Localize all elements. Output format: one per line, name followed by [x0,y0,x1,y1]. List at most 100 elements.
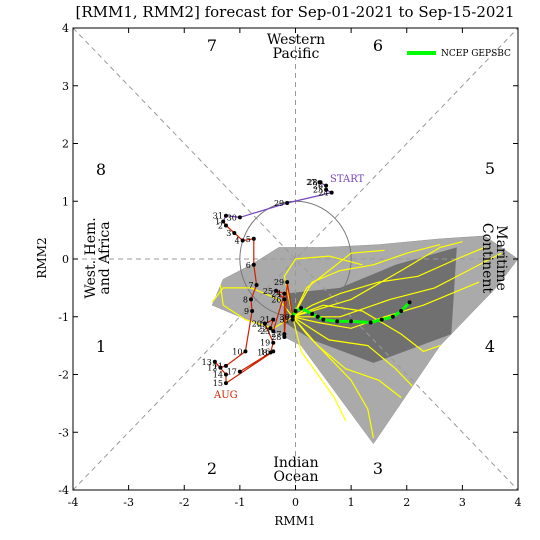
region-west-hem-line2: and Africa [97,221,113,294]
observed-day-label: 26 [271,295,281,304]
observed-point [243,349,248,354]
observed-day-label: 26 [313,182,323,191]
observed-point [249,297,253,302]
ensemble-mean-point [407,300,412,305]
observed-point [271,317,276,322]
observed-point [218,365,223,370]
y-tick-label: 4 [62,22,69,35]
phase-label-1: 1 [96,337,106,356]
observed-day-label: 9 [244,307,249,316]
region-indian-ocean-line1: Indian [273,455,318,471]
observed-day-label: 17 [227,368,237,377]
observed-point [271,329,276,334]
observed-day-label: 28 [271,333,281,342]
ensemble-mean-point [299,306,304,311]
ensemble-mean-point [399,308,404,313]
observed-day-label: 29 [274,199,284,208]
ensemble-member-line [219,284,294,329]
observed-day-label: 2 [218,222,223,231]
observed-point [290,317,295,322]
legend-label: NCEP GEPSBC [441,49,511,59]
observed-day-label: 14 [213,371,223,380]
phase-label-7: 7 [207,36,217,55]
diagonal-guide [72,27,519,491]
x-tick-label: -2 [179,496,190,509]
observed-point [329,190,334,195]
observed-point [282,291,287,296]
ensemble-mean-point [390,314,395,319]
observed-point [251,236,256,241]
region-indian-ocean-line2: Ocean [274,469,319,485]
x-axis-label: RMM1 [274,514,315,528]
region-west-hem-line1: West. Hem. [83,217,99,298]
phase-label-4: 4 [485,337,495,356]
observed-day-label: 1 [215,217,220,226]
ensemble-mean-point [349,319,354,324]
observed-point [223,372,228,377]
observed-point [240,238,245,243]
observed-point [324,187,329,192]
y-tick-label: -4 [58,484,69,497]
x-tick-label: -4 [68,496,79,509]
ensemble-spread-inner [284,247,457,363]
observed-day-label: 25 [263,287,273,296]
x-tick-label: 3 [459,496,466,509]
region-western-pacific-line1: Western [267,32,325,48]
observed-day-label: 10 [232,347,242,356]
observed-point [251,262,256,267]
observed-point [223,223,228,228]
observed-point [285,280,290,285]
observed-day-label: 15 [213,379,223,388]
observed-point [212,359,217,364]
observed-day-label: 27 [306,178,316,187]
observed-day-label: 12 [207,364,217,373]
x-tick-label: 2 [403,496,410,509]
observed-day-label: 8 [243,295,248,304]
observed-day-label: 6 [246,261,251,270]
observed-point [262,321,267,326]
y-tick-label: -3 [58,426,69,439]
observed-day-label: 29 [274,278,284,287]
y-axis-label: RMM2 [35,237,49,278]
observed-point [221,219,226,224]
x-tick-label: -3 [123,496,134,509]
region-maritime-line1: Maritime [493,225,509,291]
ensemble-mean-layer [290,300,412,325]
observed-point [268,326,273,331]
observed-day-label: 3 [226,229,231,238]
x-tick-label: 4 [515,496,522,509]
region-western-pacific-line2: Pacific [273,46,320,62]
ensemble-member-line [292,316,374,439]
observed-day-label: 30 [280,313,290,322]
ensemble-member-line [292,246,485,318]
y-tick-label: 1 [62,195,69,208]
y-tick-label: -1 [58,311,69,324]
region-maritime-line2: Continent [479,223,495,294]
observed-point [317,180,322,185]
ensemble-mean-point [379,317,384,322]
observed-day-label: 27 [271,330,281,339]
observed-day-label: 7 [248,281,253,290]
observed-day-label: 18 [257,349,267,358]
observed-day-label: 21 [260,316,270,325]
aug-label: AUG [213,390,238,401]
ensemble-member-line [292,316,413,387]
y-tick-label: 3 [62,80,69,93]
diagonal-guide [72,27,519,491]
ensemble-mean-point [368,320,373,325]
phase-label-8: 8 [96,160,106,179]
x-tick-label: 1 [348,496,355,509]
observed-point [282,332,287,337]
ensemble-mean-point [310,311,315,316]
observed-point [282,334,287,339]
observed-day-label: 31 [280,316,290,325]
x-tick-label: 0 [292,496,299,509]
start-label: START [330,174,365,185]
ensemble-member-line [292,249,385,318]
ensemble-member-line [292,316,402,399]
phase-label-2: 2 [207,459,217,478]
ensemble-member-line [292,252,502,318]
observed-day-label: 25 [313,186,323,195]
observed-point [223,381,228,386]
